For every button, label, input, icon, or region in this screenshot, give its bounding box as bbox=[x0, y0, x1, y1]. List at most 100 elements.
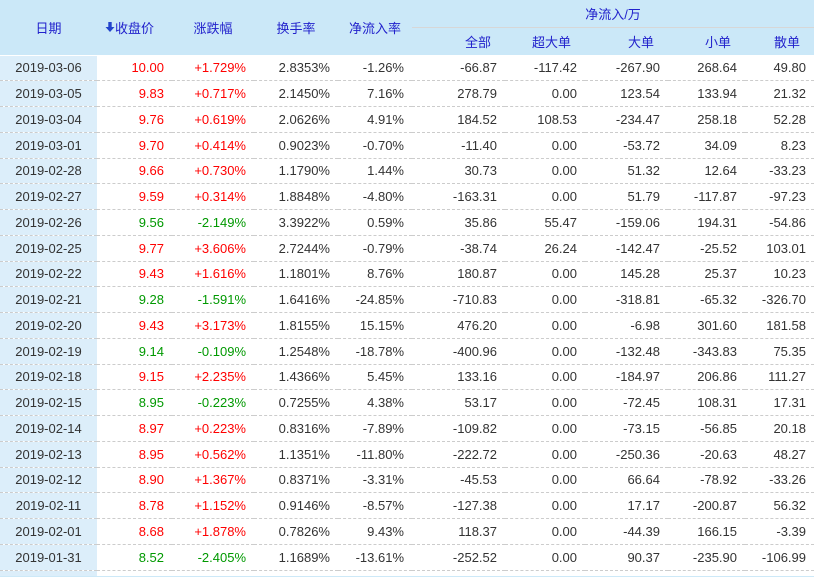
cell-all: -11.40 bbox=[412, 131, 505, 158]
column-header-change[interactable]: 涨跌幅 bbox=[172, 0, 254, 55]
cell-retail: -97.23 bbox=[745, 183, 814, 210]
cell-change: +3.173% bbox=[172, 312, 254, 339]
cell-turnover: 1.8848% bbox=[254, 183, 338, 210]
cell-retail: 52.28 bbox=[745, 106, 814, 133]
cell-all: 53.17 bbox=[412, 389, 505, 416]
cell-turnover: 3.3922% bbox=[254, 209, 338, 236]
cell-super-large: 0.00 bbox=[505, 466, 585, 493]
cell-large: 51.79 bbox=[585, 183, 668, 210]
cell-all: 184.52 bbox=[412, 106, 505, 133]
column-header-inflow-rate[interactable]: 净流入率 bbox=[338, 0, 412, 55]
cell-all: -222.72 bbox=[412, 440, 505, 467]
cell-close: 8.78 bbox=[97, 492, 172, 519]
cell-retail: 8.23 bbox=[745, 131, 814, 158]
cell-retail: -106.99 bbox=[745, 543, 814, 570]
table-row: 2019-03-05 9.83 +0.717% 2.1450% 7.16% 278.79 0… bbox=[0, 80, 814, 107]
cell-retail: -326.70 bbox=[745, 286, 814, 313]
cell-small: 34.09 bbox=[668, 131, 745, 158]
cell-date: 2019-02-21 bbox=[0, 286, 97, 313]
cell-small: 268.64 bbox=[668, 54, 745, 81]
cell-turnover: 1.6416% bbox=[254, 286, 338, 313]
table-row: 2019-02-15 8.95 -0.223% 0.7255% 4.38% 53.17 0.… bbox=[0, 389, 814, 416]
cell-retail: -54.86 bbox=[745, 209, 814, 236]
cell-turnover: 2.8353% bbox=[254, 54, 338, 81]
cell-retail: 56.32 bbox=[745, 492, 814, 519]
cell-super-large: 0.00 bbox=[505, 543, 585, 570]
column-header-inflow-small[interactable]: 小单 bbox=[668, 27, 745, 55]
table-row: 2019-03-01 9.70 +0.414% 0.9023% -0.70% -11.40… bbox=[0, 131, 814, 158]
table-row: 2019-02-12 8.90 +1.367% 0.8371% -3.31% -45.53… bbox=[0, 466, 814, 493]
cell-close: 9.43 bbox=[97, 312, 172, 339]
cell-change: +0.717% bbox=[172, 80, 254, 107]
sort-descending-icon[interactable] bbox=[104, 21, 116, 33]
column-header-inflow-retail[interactable]: 散单 bbox=[745, 27, 814, 55]
cell-inflow-rate: 5.45% bbox=[338, 363, 412, 390]
cell-small: -78.92 bbox=[668, 466, 745, 493]
cell-turnover: 1.1790% bbox=[254, 157, 338, 184]
cell-super-large: 0.00 bbox=[505, 131, 585, 158]
cell-close: 8.97 bbox=[97, 415, 172, 442]
cell-large: -73.15 bbox=[585, 415, 668, 442]
cell-close: 9.77 bbox=[97, 234, 172, 261]
cell-turnover: 0.8371% bbox=[254, 466, 338, 493]
column-group-net-inflow: 净流入/万 bbox=[412, 0, 814, 28]
cell-super-large: 0.00 bbox=[505, 363, 585, 390]
table-row: 2019-02-26 9.56 -2.149% 3.3922% 0.59% 35.86 55… bbox=[0, 209, 814, 236]
cell-large: -72.45 bbox=[585, 389, 668, 416]
cell-inflow-rate: 4.38% bbox=[338, 389, 412, 416]
cell-inflow-rate: -7.89% bbox=[338, 415, 412, 442]
cell-super-large: 0.00 bbox=[505, 518, 585, 545]
cell-retail: 111.27 bbox=[745, 363, 814, 390]
cell-small bbox=[668, 569, 745, 576]
cell-turnover: 2.0626% bbox=[254, 106, 338, 133]
column-header-inflow-all[interactable]: 全部 bbox=[412, 27, 505, 55]
cell-date: 2019-03-06 bbox=[0, 54, 97, 81]
cell-close: 8.68 bbox=[97, 518, 172, 545]
cell-change bbox=[172, 569, 254, 576]
cell-close: 9.28 bbox=[97, 286, 172, 313]
column-header-inflow-super-large[interactable]: 超大单 bbox=[505, 27, 585, 55]
cell-small: 12.64 bbox=[668, 157, 745, 184]
cell-small: -25.52 bbox=[668, 234, 745, 261]
cell-inflow-rate: -24.85% bbox=[338, 286, 412, 313]
cell-retail: 181.58 bbox=[745, 312, 814, 339]
column-header-turnover[interactable]: 换手率 bbox=[254, 0, 338, 55]
table-row: 2019-02-01 8.68 +1.878% 0.7826% 9.43% 118.37 0… bbox=[0, 518, 814, 545]
cell-retail: -3.39 bbox=[745, 518, 814, 545]
column-header-inflow-large[interactable]: 大单 bbox=[585, 27, 668, 55]
table-row-clipped bbox=[0, 569, 814, 576]
table-row: 2019-02-18 9.15 +2.235% 1.4366% 5.45% 133.16 0… bbox=[0, 363, 814, 390]
cell-retail: 17.31 bbox=[745, 389, 814, 416]
cell-change: +3.606% bbox=[172, 234, 254, 261]
cell-large: 17.17 bbox=[585, 492, 668, 519]
cell-all: 133.16 bbox=[412, 363, 505, 390]
cell-retail bbox=[745, 569, 814, 576]
cell-inflow-rate: -4.80% bbox=[338, 183, 412, 210]
cell-large bbox=[585, 569, 668, 576]
cell-inflow-rate: -1.26% bbox=[338, 54, 412, 81]
cell-all: 278.79 bbox=[412, 80, 505, 107]
cell-small: -65.32 bbox=[668, 286, 745, 313]
cell-large: 51.32 bbox=[585, 157, 668, 184]
cell-close: 8.95 bbox=[97, 389, 172, 416]
cell-super-large: 0.00 bbox=[505, 183, 585, 210]
cell-small: -200.87 bbox=[668, 492, 745, 519]
cell-super-large: 0.00 bbox=[505, 260, 585, 287]
cell-retail: -33.23 bbox=[745, 157, 814, 184]
cell-small: 133.94 bbox=[668, 80, 745, 107]
cell-close: 9.43 bbox=[97, 260, 172, 287]
cell-change: +0.730% bbox=[172, 157, 254, 184]
cell-change: -2.149% bbox=[172, 209, 254, 236]
cell-inflow-rate: 9.43% bbox=[338, 518, 412, 545]
cell-retail: 103.01 bbox=[745, 234, 814, 261]
column-header-date[interactable]: 日期 bbox=[0, 0, 115, 55]
cell-all: 35.86 bbox=[412, 209, 505, 236]
table-row: 2019-03-06 10.00 +1.729% 2.8353% -1.26% -66.8… bbox=[0, 54, 814, 81]
cell-all: -127.38 bbox=[412, 492, 505, 519]
table-row: 2019-02-27 9.59 +0.314% 1.8848% -4.80% -163.3… bbox=[0, 183, 814, 210]
cell-turnover: 0.9023% bbox=[254, 131, 338, 158]
table-row: 2019-02-20 9.43 +3.173% 1.8155% 15.15% 476.20… bbox=[0, 312, 814, 339]
cell-date: 2019-02-25 bbox=[0, 234, 97, 261]
cell-all: -45.53 bbox=[412, 466, 505, 493]
cell-small: 258.18 bbox=[668, 106, 745, 133]
